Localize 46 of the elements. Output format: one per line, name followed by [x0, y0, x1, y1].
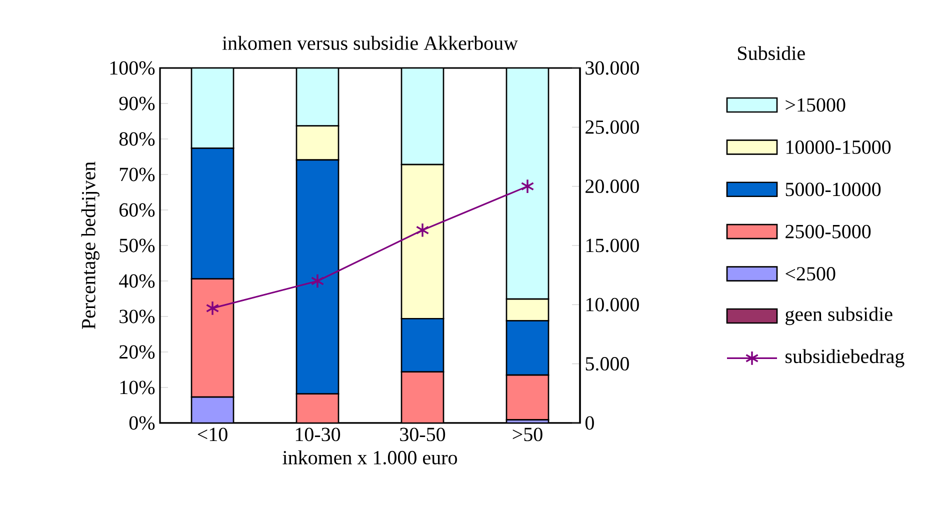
- y-tick-label: 50%: [120, 238, 155, 252]
- bar: [190, 278, 234, 398]
- x-tick-label: <10: [198, 428, 228, 442]
- y2-tick-label: 20.000: [586, 180, 639, 194]
- point: [206, 300, 220, 316]
- legend-label: 5000-10000: [786, 182, 881, 196]
- bar: [296, 393, 340, 423]
- x-axis-title: inkomen x 1.000 euro: [282, 450, 457, 465]
- bar: [400, 68, 444, 166]
- y-tick-label: 60%: [119, 203, 155, 217]
- bar: [400, 371, 444, 423]
- y2-tick-label: 30.000: [586, 61, 639, 75]
- y2-tick-label: 10.000: [586, 298, 639, 312]
- point: [416, 222, 430, 238]
- y-axis-title: Percentage bedrijven: [81, 162, 100, 330]
- legend-label: 10000-15000: [786, 140, 891, 154]
- y-tick-label: 30%: [120, 310, 155, 324]
- legend-label: geen subsidie: [786, 306, 892, 326]
- legend-label: subsidiebedrag: [786, 349, 904, 368]
- legend-title: Subsidie: [738, 46, 805, 60]
- y2-tick-label: 5.000: [586, 357, 629, 371]
- chart-title: inkomen versus subsidie Akkerbouw: [222, 36, 518, 50]
- bar: [506, 68, 550, 300]
- y2-tick-label: 15.000: [586, 238, 639, 252]
- y2-tick-label: 25.000: [586, 120, 639, 134]
- point: [520, 178, 534, 194]
- y-tick-label: 0%: [129, 416, 155, 430]
- y-tick-label: 20%: [120, 345, 155, 359]
- point: [310, 273, 324, 289]
- legend-label: 2500-5000: [786, 224, 871, 238]
- y-tick-label: 90%: [119, 96, 155, 110]
- bar: [190, 68, 234, 149]
- x-tick-label: 10-30: [296, 428, 340, 442]
- legend-label: <2500: [786, 267, 836, 281]
- bar: [296, 68, 340, 127]
- y-tick-label: 10%: [120, 380, 155, 394]
- legend-label: >15000: [786, 98, 846, 112]
- y2-tick-label: 0: [585, 416, 594, 430]
- x-tick-label: >50: [512, 428, 542, 442]
- y-tick-label: 40%: [119, 274, 155, 288]
- x-tick-label: 30-50: [400, 428, 446, 442]
- y-tick-label: 100%: [110, 61, 155, 75]
- y-tick-label: 80%: [119, 132, 155, 146]
- y-tick-label: 70%: [120, 168, 155, 182]
- bar: [506, 374, 550, 420]
- bar: [190, 396, 234, 423]
